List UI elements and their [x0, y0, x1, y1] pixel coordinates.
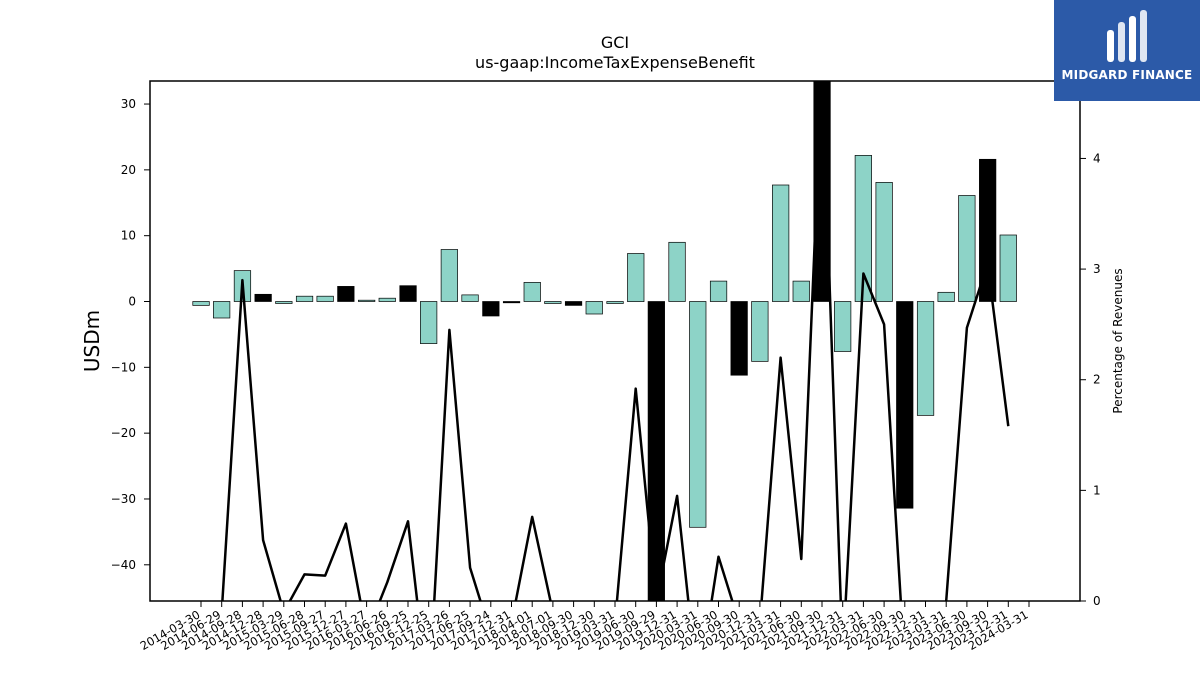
bar	[647, 301, 665, 601]
bar	[337, 286, 355, 302]
bar	[730, 301, 748, 376]
bar	[420, 301, 438, 344]
y-axis: 30 20 10 0 −10 −20 −30 −40	[111, 97, 150, 572]
chart-title: GCI	[601, 33, 629, 52]
bar	[482, 301, 500, 317]
bar	[378, 297, 396, 302]
bar	[772, 184, 790, 302]
bar	[254, 293, 272, 302]
bar	[751, 301, 769, 362]
y2-tick-label: 4	[1093, 151, 1101, 165]
x-axis: 2014-03-302014-06-292014-09-282014-12-28…	[138, 601, 1031, 653]
bar	[295, 295, 314, 302]
bar	[213, 301, 231, 319]
y-tick-label: 20	[121, 163, 136, 177]
brand-name: MIDGARD FINANCE	[1061, 68, 1193, 82]
bar	[834, 301, 852, 352]
bar	[916, 301, 935, 416]
bar	[316, 295, 334, 302]
y-axis-label: USDm	[80, 310, 104, 372]
brand-logo: MIDGARD FINANCE	[1054, 0, 1200, 101]
y-tick-label: 10	[121, 229, 136, 243]
bar	[792, 280, 810, 302]
bar	[979, 158, 997, 302]
bar	[896, 301, 914, 509]
y-tick-label: −30	[111, 492, 136, 506]
bar	[564, 301, 583, 306]
line-series	[221, 81, 1010, 601]
bar	[606, 301, 624, 304]
bar	[627, 253, 645, 302]
bar	[544, 301, 562, 304]
bar	[461, 294, 479, 302]
bar	[192, 301, 210, 306]
bar	[502, 301, 521, 304]
bar	[854, 155, 872, 302]
y-tick-label: −10	[111, 360, 136, 374]
bar	[813, 81, 831, 302]
bar	[937, 291, 955, 302]
bar	[358, 299, 376, 302]
y-tick-label: 0	[128, 295, 136, 309]
bar	[709, 280, 728, 302]
y2-axis-label: Percentage of Revenues	[1111, 268, 1125, 413]
bar	[585, 301, 603, 315]
bar	[958, 195, 976, 302]
y2-tick-label: 3	[1093, 262, 1101, 276]
bar	[999, 234, 1017, 302]
y2-tick-label: 1	[1093, 483, 1101, 497]
plot-frame	[149, 80, 1081, 602]
bar-series	[192, 81, 1017, 601]
percentage-line	[221, 81, 1010, 601]
bar	[668, 241, 686, 302]
y2-axis: 0 1 2 3 4	[1080, 151, 1101, 608]
y-tick-label: −40	[111, 558, 136, 572]
y-tick-label: −20	[111, 426, 136, 440]
bar	[399, 285, 417, 302]
bar	[875, 182, 893, 302]
chart-subtitle: us-gaap:IncomeTaxExpenseBenefit	[475, 53, 755, 72]
y2-tick-label: 0	[1093, 594, 1101, 608]
y-tick-label: 30	[121, 97, 136, 111]
bar	[440, 249, 458, 302]
y2-tick-label: 2	[1093, 373, 1101, 387]
bar	[689, 301, 707, 528]
midgard-logo-icon	[1107, 10, 1147, 62]
bar	[275, 301, 293, 304]
bar	[523, 282, 541, 302]
